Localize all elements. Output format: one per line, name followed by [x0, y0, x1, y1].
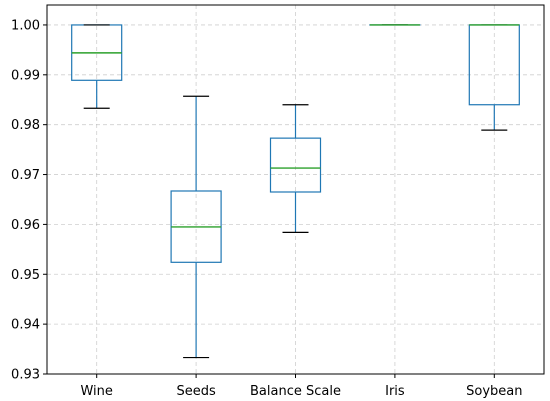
x-tick-label: Seeds: [176, 384, 216, 399]
iqr-box: [269, 137, 322, 193]
box-plots: [71, 24, 520, 359]
box-soybean: [468, 24, 520, 131]
y-tick-label: 0.96: [11, 218, 40, 233]
y-tick-label: 0.98: [11, 118, 40, 133]
box-balance-scale: [269, 104, 322, 233]
x-axis: Wine Seeds Balance Scale Iris Soybean: [80, 374, 522, 399]
box-wine: [71, 24, 123, 109]
x-tick-label: Soybean: [466, 384, 522, 399]
x-tick-label: Iris: [385, 384, 405, 399]
box-seeds: [170, 95, 222, 359]
x-tick-label: Wine: [80, 384, 112, 399]
y-tick-label: 0.95: [11, 268, 40, 283]
y-tick-label: 0.97: [11, 168, 40, 183]
y-tick-label: 0.93: [11, 368, 40, 383]
y-tick-label: 0.94: [11, 318, 40, 333]
y-axis: 0.93 0.94 0.95 0.96 0.97 0.98 0.99 1.00: [11, 18, 47, 383]
x-tick-label: Balance Scale: [250, 384, 341, 399]
y-tick-label: 1.00: [11, 18, 40, 33]
y-tick-label: 0.99: [11, 68, 40, 83]
